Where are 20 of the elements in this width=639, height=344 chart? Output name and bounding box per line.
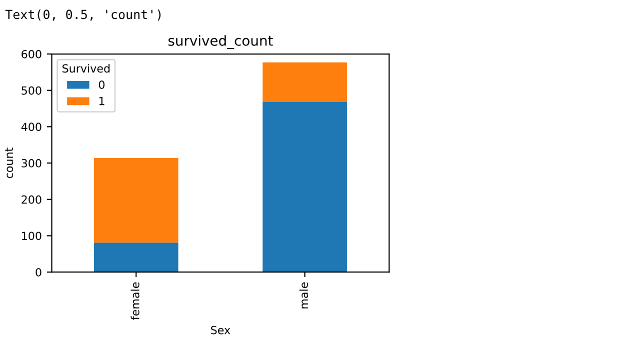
bar [262, 62, 347, 102]
y-axis-title: count [5, 148, 14, 178]
x-axis-title: Sex [211, 326, 230, 334]
bar [94, 158, 178, 243]
y-tick-label: 300 [22, 159, 42, 168]
x-tick-label: male [299, 282, 308, 308]
y-tick-label: 100 [22, 232, 42, 240]
y-tick-label: 600 [22, 50, 42, 58]
legend-label: 0 [98, 80, 105, 89]
y-tick-label: 0 [36, 268, 42, 276]
y-tick-label: 500 [22, 86, 42, 95]
bar [262, 102, 347, 272]
legend-label: 1 [99, 96, 104, 106]
chart-title: survived_count [168, 35, 273, 49]
y-tick-label: 400 [21, 122, 42, 132]
bar [94, 242, 178, 272]
legend-title: Survived [62, 64, 110, 73]
x-tick-label: female [130, 282, 140, 320]
y-tick-label: 200 [22, 195, 42, 204]
text: Text(0, 0.5, 'count') [5, 9, 161, 21]
